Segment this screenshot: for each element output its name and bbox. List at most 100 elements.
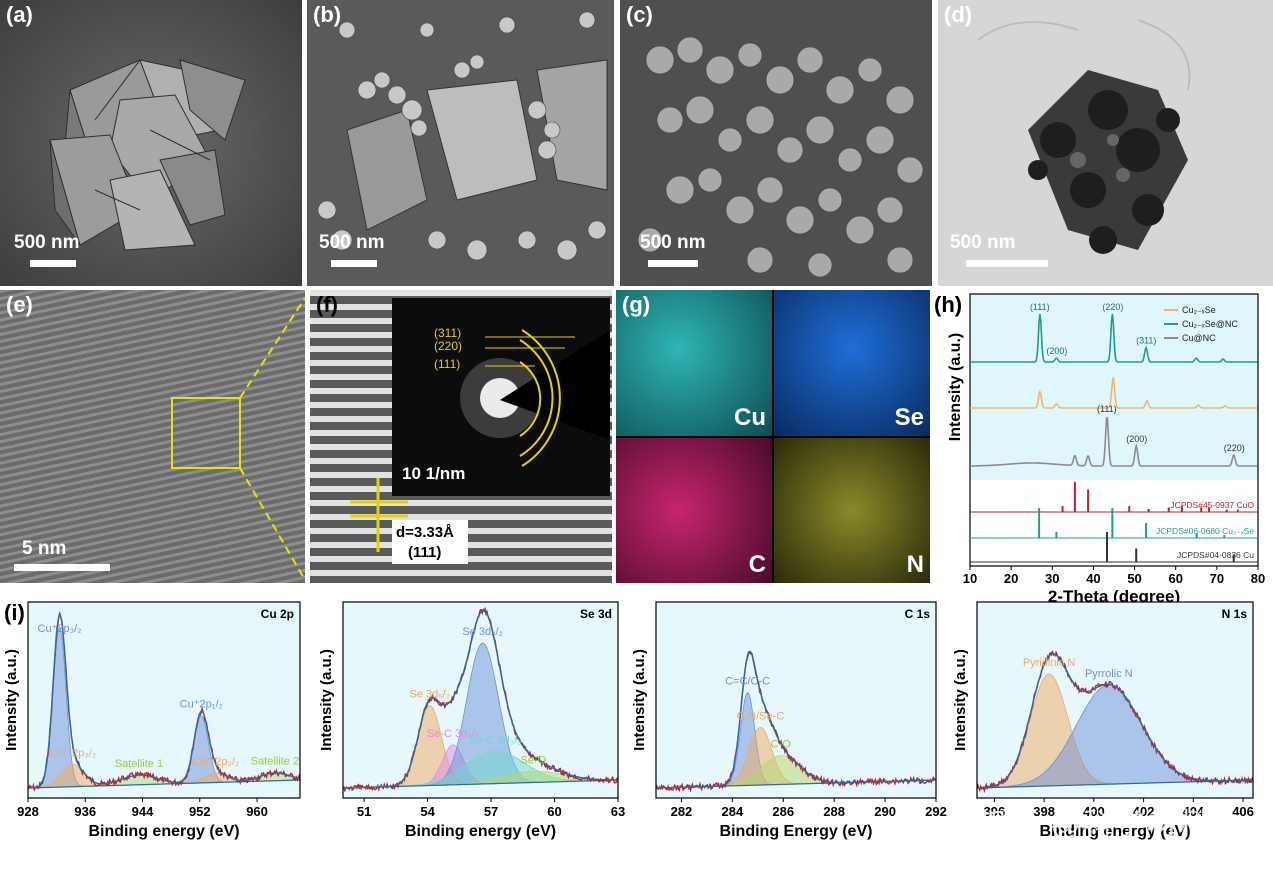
y-axis-label: Intensity (a.u.) — [318, 649, 335, 751]
sem-decorated-octahedra-image — [307, 0, 614, 286]
element-label: Se — [894, 404, 924, 431]
legend-label: Cu₂₋ₓSe@NC — [1182, 319, 1238, 329]
x-tick-label: 292 — [925, 804, 947, 819]
component-label: Pyrrolic N — [1085, 668, 1133, 680]
background-line — [28, 779, 300, 789]
x-tick-label: 406 — [1232, 804, 1254, 819]
fit-envelope-line — [28, 613, 301, 789]
y-axis-label: Intensity (a.u.) — [952, 649, 969, 751]
panel-label: (i) — [4, 600, 25, 625]
component-label: Se-O — [521, 754, 547, 766]
peak-label: (220) — [1224, 443, 1245, 453]
x-tick-label: 51 — [357, 804, 371, 819]
panel-label: (c) — [626, 2, 653, 27]
x-tick-label: 30 — [1045, 571, 1059, 586]
peak-label: (220) — [1102, 302, 1123, 312]
scale-bar-label: 500 nm — [640, 232, 706, 253]
y-axis-label: Intensity (a.u.) — [631, 649, 648, 751]
scale-bar — [966, 260, 1048, 267]
x-tick-label: 404 — [1182, 804, 1204, 819]
x-tick-label: 936 — [74, 804, 96, 819]
x-tick-label: 952 — [189, 804, 211, 819]
plane-label: (111) — [408, 544, 442, 561]
scale-bar — [14, 564, 110, 571]
xps-title: Cu 2p — [261, 607, 294, 621]
sem-porous-structure-image — [620, 0, 932, 286]
peak-label: (200) — [1126, 434, 1147, 444]
experimental-line — [976, 650, 1254, 794]
x-tick-label: 60 — [1168, 571, 1182, 586]
panel-label: (e) — [6, 292, 33, 317]
panel-label: (a) — [6, 2, 33, 27]
x-axis-label: Binding energy (eV) — [88, 823, 239, 840]
eds-map-n: N — [774, 438, 930, 583]
panel-d-tem: (d) 500 nm — [938, 0, 1273, 286]
element-label: Cu — [734, 404, 766, 431]
reference-label: JCPDS#06-0680 Cu₂₋ₓSe — [1156, 526, 1254, 536]
x-axis-label: 2-Theta (degree) — [1048, 587, 1180, 606]
saed-ring-label: (311) — [434, 326, 462, 340]
panel-e-hrtem: (e) 5 nm — [0, 290, 305, 583]
xrd-series-line — [970, 417, 1258, 467]
panel-label: (g) — [622, 292, 651, 317]
component-label: Satellite 2 — [251, 756, 299, 768]
xps-chart: C 1s C=C/C-C C-N/Se-C C-O 282 284 286 288 290 292… — [631, 601, 947, 840]
element-label: C — [748, 551, 766, 578]
x-tick-label: 290 — [874, 804, 896, 819]
tem-particle-image — [938, 0, 1273, 286]
experimental-line — [655, 652, 936, 793]
saed-scale-label: 10 1/nm — [402, 464, 466, 483]
panel-i-xps: (i) Cu 2p Cu⁺2p₃/₂ Cu²⁺2p₃/₂ Satellite 1 Cu⁺… — [0, 598, 1273, 879]
x-tick-label: 284 — [722, 804, 744, 819]
fit-envelope-line — [656, 650, 936, 789]
d-spacing-label: d=3.33Å — [396, 524, 454, 541]
xps-title: Se 3d — [580, 607, 612, 621]
x-axis-label: Binding energy (eV) — [1039, 823, 1190, 840]
reference-label: JCPDS#04-0836 Cu — [1177, 550, 1254, 560]
panel-h-xrd: (h) (111) (200) (220) (311) (111) (200) (220) J… — [932, 290, 1273, 608]
watermark-text: 知乎 @科学材料站 — [976, 808, 1243, 841]
fit-envelope-line — [343, 609, 618, 789]
reference-area — [970, 480, 1258, 566]
x-tick-label: 396 — [984, 804, 1006, 819]
lattice-fringes-and-saed-image — [310, 290, 612, 583]
x-axis-label: Binding Energy (eV) — [720, 823, 873, 840]
component-label: Se-C 3d₃/₂ — [469, 735, 521, 747]
plot-frame — [976, 601, 1254, 799]
component-label: Se 3d₅/₂ — [409, 688, 450, 700]
x-tick-label: 57 — [484, 804, 498, 819]
element-label: N — [906, 551, 924, 578]
panel-f-fft-saed: (f) (311) (220) (111) 10 1/nm d=3.33Å (1… — [310, 290, 612, 583]
peak-label: (111) — [1030, 302, 1050, 312]
xps-charts: Cu 2p Cu⁺2p₃/₂ Cu²⁺2p₃/₂ Satellite 1 Cu⁺2p₁/… — [3, 601, 1254, 840]
x-tick-label: 398 — [1033, 804, 1055, 819]
legend-label: Cu@NC — [1182, 333, 1216, 343]
xrd-chart: (111) (200) (220) (311) (111) (200) (220) JCPDS… — [947, 293, 1265, 606]
x-tick-label: 928 — [17, 804, 39, 819]
component-label: Pyridinic N — [1023, 657, 1076, 669]
xrd-series-line — [970, 377, 1258, 409]
xps-chart: Cu 2p Cu⁺2p₃/₂ Cu²⁺2p₃/₂ Satellite 1 Cu⁺2p₁/… — [3, 601, 301, 840]
component-label: C=C/C-C — [725, 676, 770, 688]
xrd-series-line — [970, 313, 1258, 363]
x-tick-label: 402 — [1133, 804, 1155, 819]
scale-bar-label: 5 nm — [22, 538, 67, 559]
panel-label: (f) — [316, 292, 338, 317]
component-label: Cu²⁺2p₃/₂ — [192, 756, 240, 768]
x-tick-label: 400 — [1083, 804, 1105, 819]
component-label: C-O — [771, 739, 792, 751]
component-label: Cu²⁺2p₃/₂ — [49, 747, 97, 759]
reference-label: JCPDS#45-0937 CuO — [1170, 500, 1254, 510]
sem-octahedra-image — [0, 0, 302, 286]
scale-bar-label: 500 nm — [950, 232, 1016, 253]
x-tick-label: 80 — [1251, 571, 1265, 586]
panel-c-sem: (c) 500 nm — [620, 0, 932, 286]
component-label: C-N/Se-C — [737, 710, 785, 722]
panel-b-sem: (b) 500 nm — [307, 0, 614, 286]
x-tick-label: 63 — [611, 804, 625, 819]
peak-label: (311) — [1136, 336, 1156, 346]
x-tick-label: 40 — [1086, 571, 1100, 586]
component-label: Cu⁺2p₃/₂ — [38, 623, 82, 635]
component-label: Satellite 1 — [115, 758, 163, 770]
x-axis-label: Binding energy (eV) — [405, 823, 556, 840]
